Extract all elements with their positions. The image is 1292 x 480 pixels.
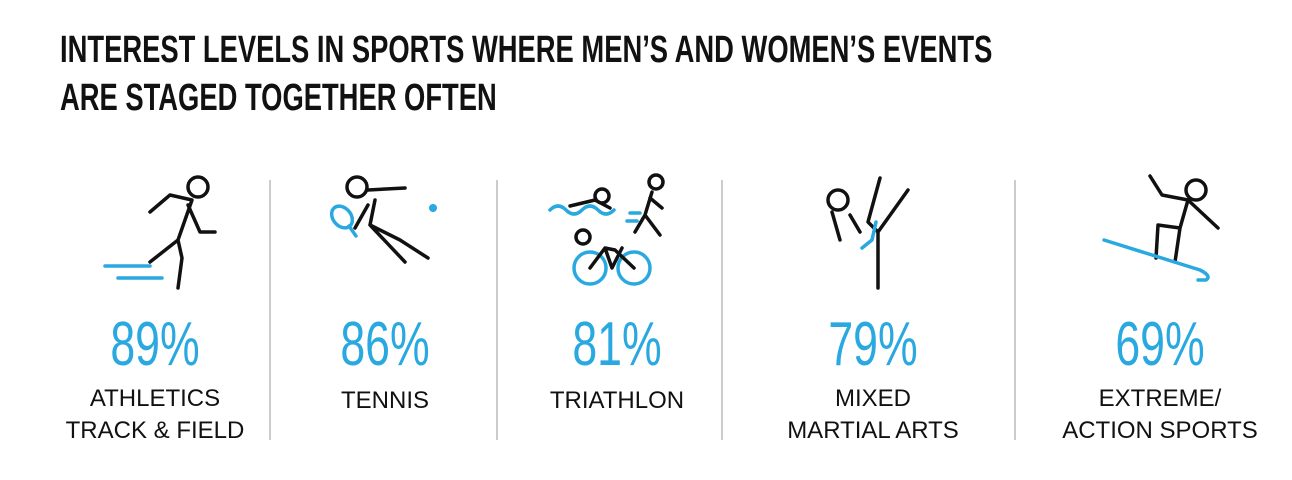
title: INTEREST LEVELS IN SPORTS WHERE MEN’S AN…: [60, 29, 992, 119]
sport-label: ACTION SPORTS: [1062, 417, 1258, 444]
icon-tennis: [329, 175, 437, 264]
sport-label: ATHLETICS: [90, 385, 220, 412]
percent-group: 69%: [1115, 310, 1204, 379]
title-line: ARE STAGED TOGETHER OFTEN: [60, 77, 497, 119]
percent-group: 79%: [828, 310, 917, 379]
percent-group: 81%: [572, 310, 661, 379]
percent-group: 89%: [110, 310, 199, 379]
title-line: INTEREST LEVELS IN SPORTS WHERE MEN’S AN…: [60, 29, 992, 71]
sport-label: TRIATHLON: [550, 387, 684, 414]
icon-athletics: [103, 175, 217, 290]
icon-mma: [826, 176, 910, 290]
sport-label: MARTIAL ARTS: [787, 417, 959, 444]
percent: 86%: [340, 310, 429, 379]
sport-label: MIXED: [835, 385, 911, 412]
sport-label: EXTREME/: [1099, 385, 1222, 412]
percent: 89%: [110, 310, 199, 379]
icon-triathlon: [548, 173, 665, 286]
items: 89% ATHLETICS TRACK & FIELD 86% TENNIS 81% TRI…: [66, 310, 1258, 444]
dividers: [269, 180, 1016, 440]
icon-extreme: [1102, 174, 1220, 282]
percent-group: 86%: [340, 310, 429, 379]
percent: 69%: [1115, 310, 1204, 379]
sport-label: TRACK & FIELD: [66, 417, 245, 444]
percent: 81%: [572, 310, 661, 379]
sport-label: TENNIS: [341, 387, 429, 414]
percent: 79%: [828, 310, 917, 379]
